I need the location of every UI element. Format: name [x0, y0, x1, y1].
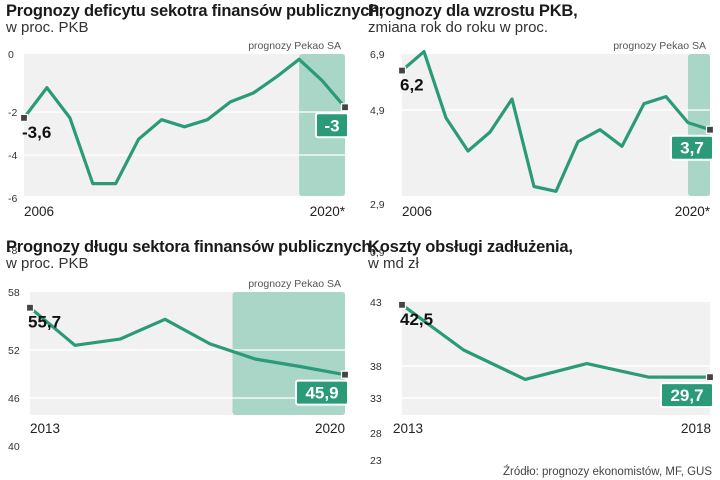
- series-line: [400, 303, 712, 381]
- data-point-marker: [397, 66, 407, 75]
- series-line: [28, 306, 347, 377]
- panel-title: Prognozy deficytu sekotra finansów publi…: [6, 2, 384, 37]
- plot-area: [402, 54, 710, 196]
- debt-costs-chart: 43 38 33 28 23 42,5 29,7 2013 2018: [370, 297, 715, 467]
- data-point-marker: [705, 373, 715, 382]
- y-tick-label: 46: [8, 393, 20, 405]
- start-value-label: -3,6: [22, 123, 51, 142]
- y-tick-label: 52: [8, 345, 20, 357]
- panel-debt-costs: Koszty obsługi zadłużenia, w md zł 43 38 3…: [368, 238, 718, 467]
- y-tick-label: -6: [8, 193, 17, 205]
- start-value-label: 55,7: [28, 313, 61, 332]
- chart-title: Koszty obsługi zadłużenia,: [368, 238, 573, 256]
- panel-title: Prognozy długu sektora finnansów publicz…: [6, 238, 376, 273]
- debt-chart: 58 52 46 40 prognozy Pekao SA 55,7 45,9 2013 202…: [8, 278, 350, 453]
- data-point-marker: [340, 370, 350, 379]
- y-tick-label: 43: [370, 297, 382, 309]
- data-point-marker: [397, 300, 407, 309]
- chart-subtitle: w proc. PKB: [6, 255, 89, 273]
- data-point-marker: [705, 125, 715, 134]
- y-tick-label: -8: [8, 245, 17, 257]
- y-tick-label: 0: [8, 49, 14, 61]
- data-point-marker: [19, 113, 29, 123]
- x-tick-label: 2020: [315, 421, 345, 436]
- chart-subtitle: zmiana rok do roku w proc.: [368, 19, 549, 37]
- x-tick-label: 2013: [393, 421, 423, 436]
- data-point-marker: [340, 103, 350, 112]
- deficit-chart: 0 -2 -4 -6 -8 prognozy Pekao SA -3,6 -3 2006 2020…: [8, 40, 350, 257]
- chart-subtitle: w md zł: [368, 255, 419, 273]
- y-tick-label: 4,9: [370, 105, 385, 117]
- x-tick-label: 2013: [30, 421, 60, 436]
- plot-area: [24, 54, 345, 196]
- gdp-chart: 6,9 4,9 2,9 0,9 prognozy Pekao SA 6,2 3,7 2006 2…: [370, 40, 715, 259]
- x-tick-label: 2018: [681, 421, 711, 436]
- y-tick-label: 2,9: [370, 199, 385, 211]
- x-tick-label: 2020*: [310, 204, 346, 219]
- y-tick-label: 40: [8, 441, 20, 453]
- end-value-label: 29,7: [670, 386, 703, 405]
- panel-deficit: Prognozy deficytu sekotra finansów publi…: [6, 2, 384, 257]
- x-tick-label: 2006: [402, 204, 432, 219]
- end-value-label: 3,7: [680, 139, 704, 158]
- series-line: [22, 57, 347, 186]
- end-value-label: 45,9: [305, 384, 338, 403]
- chart-title: Prognozy dla wzrostu PKB,: [368, 2, 578, 20]
- source-note: Źródło: prognozy ekonomistów, MF, GUS: [503, 466, 712, 478]
- y-tick-label: 6,9: [370, 49, 385, 61]
- forecast-label: prognozy Pekao SA: [248, 40, 341, 52]
- end-value-box: [295, 379, 349, 406]
- series-line: [400, 49, 712, 193]
- y-tick-label: 58: [8, 287, 20, 299]
- end-value-box: [660, 382, 714, 409]
- plot-area: [402, 302, 710, 415]
- y-tick-label: 38: [370, 361, 382, 373]
- y-tick-label: 0,9: [370, 247, 385, 259]
- panel-title: Prognozy dla wzrostu PKB, zmiana rok do …: [368, 2, 578, 37]
- end-value-box: [315, 112, 349, 139]
- start-value-label: 42,5: [400, 310, 433, 329]
- y-tick-label: -4: [8, 150, 17, 162]
- panel-debt: Prognozy długu sektora finnansów publicz…: [6, 238, 376, 462]
- panel-title: Koszty obsługi zadłużenia, w md zł: [368, 238, 573, 273]
- y-tick-label: 28: [370, 428, 382, 440]
- end-value-box: [670, 134, 714, 161]
- y-tick-label: 33: [370, 393, 382, 405]
- x-tick-label: 2006: [24, 204, 54, 219]
- forecast-label: prognozy Pekao SA: [613, 40, 706, 52]
- y-tick-label: 23: [370, 455, 382, 467]
- y-tick-label: -2: [8, 107, 17, 119]
- chart-title: Prognozy deficytu sekotra finansów publi…: [6, 2, 384, 20]
- panel-gdp: Prognozy dla wzrostu PKB, zmiana rok do …: [368, 2, 718, 259]
- chart-title: Prognozy długu sektora finnansów publicz…: [6, 238, 376, 256]
- end-value-label: -3: [324, 116, 339, 135]
- forecast-label: prognozy Pekao SA: [248, 278, 341, 290]
- x-tick-label: 2020*: [675, 204, 711, 219]
- data-point-marker: [25, 303, 35, 312]
- chart-subtitle: w proc. PKB: [6, 19, 89, 37]
- start-value-label: 6,2: [400, 76, 424, 95]
